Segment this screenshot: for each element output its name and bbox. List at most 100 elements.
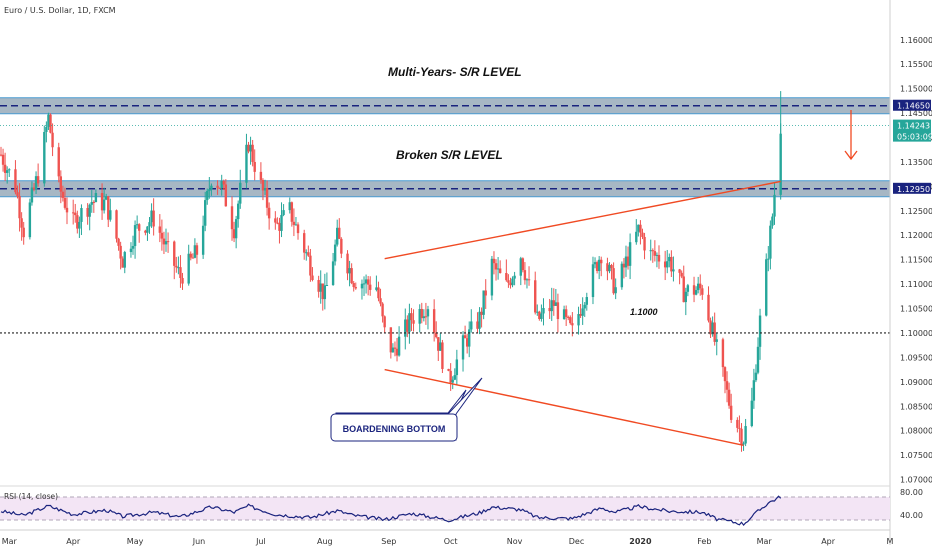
rsi-line [0,495,782,527]
candle-body [336,227,339,245]
candle-body [148,222,151,227]
candle-body [651,250,654,252]
rsi-pane[interactable]: RSI (14, close) 80.00 40.00 [0,485,923,527]
candle-body [321,283,324,300]
candle-body [478,311,481,329]
candle-body [109,210,112,220]
rsi-band [0,497,890,520]
candle-body [206,190,209,201]
candle-body [210,185,213,190]
candle-body [104,196,108,200]
price-tick-label: 1.07500 [900,451,932,460]
candle-body [267,207,271,219]
candle-body [265,188,269,208]
trendline [384,368,744,447]
candle-body [657,254,661,262]
candle-body [571,323,574,326]
candle-body [276,222,279,224]
candle-body [247,144,250,152]
time-axis[interactable]: Mar Apr May Jun Jul Aug Sep Oct Nov Dec 2020 Feb Mar… [0,529,894,546]
candle-body [422,316,426,319]
pattern-callout[interactable]: BOARDENING BOTTOM [330,377,483,442]
candle-body [412,320,415,324]
level-badge-upper: 1.14650 [893,99,931,111]
candle-body [391,347,395,353]
candle-body [511,278,514,286]
candle-body [680,272,683,277]
candle-body [204,200,207,226]
price-tick-label: 1.16000 [900,36,932,45]
candle-body [513,275,516,279]
candle-body [280,214,283,231]
candle-body [476,321,479,329]
candle-body [614,287,617,294]
price-tick-label: 1.13500 [900,158,932,167]
candle-body [173,241,176,266]
time-tick-label: Sep [381,537,396,546]
price-tick-label: 1.10500 [900,305,932,314]
candle-body [63,197,67,208]
candle-body [135,224,139,226]
candle-body [773,194,776,217]
candle-body [721,339,725,368]
candle-body [620,263,624,288]
candle-body [595,262,599,271]
candles [0,91,782,452]
candle-body [119,245,122,259]
broken-level-label: Broken S/R LEVEL [396,148,503,162]
candle-body [406,319,409,332]
candle-body [249,144,252,152]
candle-body [455,359,459,376]
candle-body [635,231,638,243]
candle-body [208,189,211,191]
candle-body [593,262,597,265]
candle-body [90,201,93,205]
candle-body [711,322,714,335]
candle-body [655,254,659,256]
svg-text:1.12950: 1.12950 [897,185,930,194]
candle-body [709,320,712,335]
candle-body [608,265,611,272]
candle-body [218,187,221,189]
price-tick-label: 1.08500 [900,402,932,411]
candle-body [3,164,7,173]
candle-body [57,147,60,177]
candle-body [152,210,155,227]
candle-body [137,224,141,231]
candle-body [193,245,197,258]
trendline [384,180,781,260]
candle-body [14,169,17,193]
candle-body [100,193,104,211]
candle-body [447,368,450,371]
candle-body [435,332,438,338]
candle-body [624,256,628,268]
price-tick-label: 1.09500 [900,353,932,362]
price-tick-label: 1.11500 [900,256,932,265]
candle-body [239,182,242,204]
candle-body [451,379,454,383]
candle-body [507,280,510,283]
candle-body [637,224,640,232]
multi-year-level-label: Multi-Years- S/R LEVEL [388,65,522,79]
candle-body [509,282,512,286]
candle-body [600,259,603,264]
candle-body [736,419,739,428]
candle-body [102,199,106,211]
candle-body [496,268,500,270]
candle-body [117,238,120,246]
candle-body [76,215,79,229]
candle-body [490,258,494,296]
candle-body [682,276,685,303]
candle-body [94,193,98,203]
candle-body [492,258,496,264]
candle-body [453,375,456,380]
candle-body [20,218,23,228]
candle-body [340,238,343,254]
candle-body [364,279,368,284]
candle-body [189,253,192,258]
candle-body [534,280,537,313]
candle-body [123,252,126,268]
candle-body [420,308,423,319]
candle-body [333,244,337,262]
